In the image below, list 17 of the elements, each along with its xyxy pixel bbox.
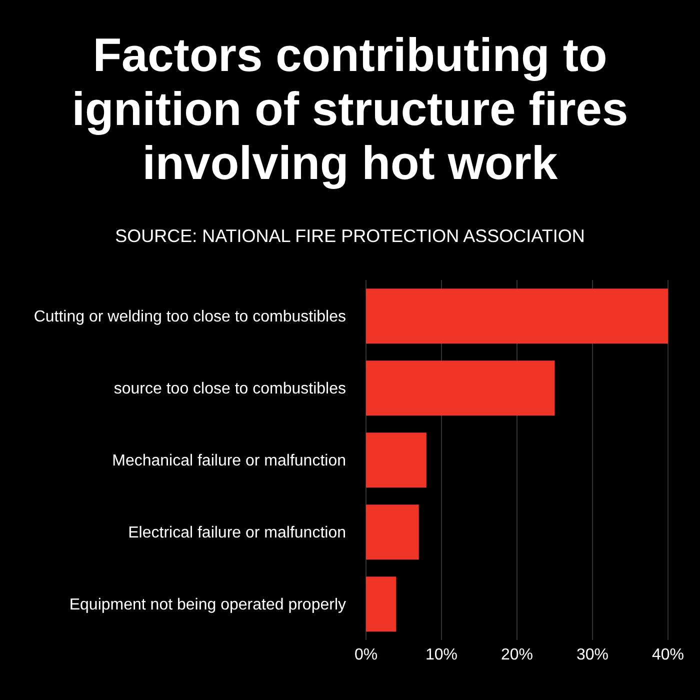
x-tick-label: 10% xyxy=(425,646,458,664)
bar xyxy=(366,360,555,416)
y-tick-label: Mechanical failure or malfunction xyxy=(112,452,346,470)
bar xyxy=(366,504,419,560)
x-tick-label: 20% xyxy=(500,646,534,664)
bar xyxy=(366,576,396,632)
y-tick-label: source too close to combustibles xyxy=(114,380,346,398)
x-tick-label: 0% xyxy=(354,646,378,664)
chart-subtitle: SOURCE: NATIONAL FIRE PROTECTION ASSOCIATION xyxy=(114,226,586,247)
y-tick-label: Equipment not being operated properly xyxy=(69,596,346,614)
y-tick-label: Electrical failure or malfunction xyxy=(128,524,346,542)
x-tick-label: 40% xyxy=(652,646,684,664)
x-tick-label: 30% xyxy=(576,646,609,664)
chart-title: Factors contributing to ignition of structure fires involving hot work xyxy=(70,28,630,190)
bar xyxy=(366,432,426,488)
y-tick-label: Cutting or welding too close to combustibles xyxy=(34,308,346,326)
bar xyxy=(366,288,668,344)
